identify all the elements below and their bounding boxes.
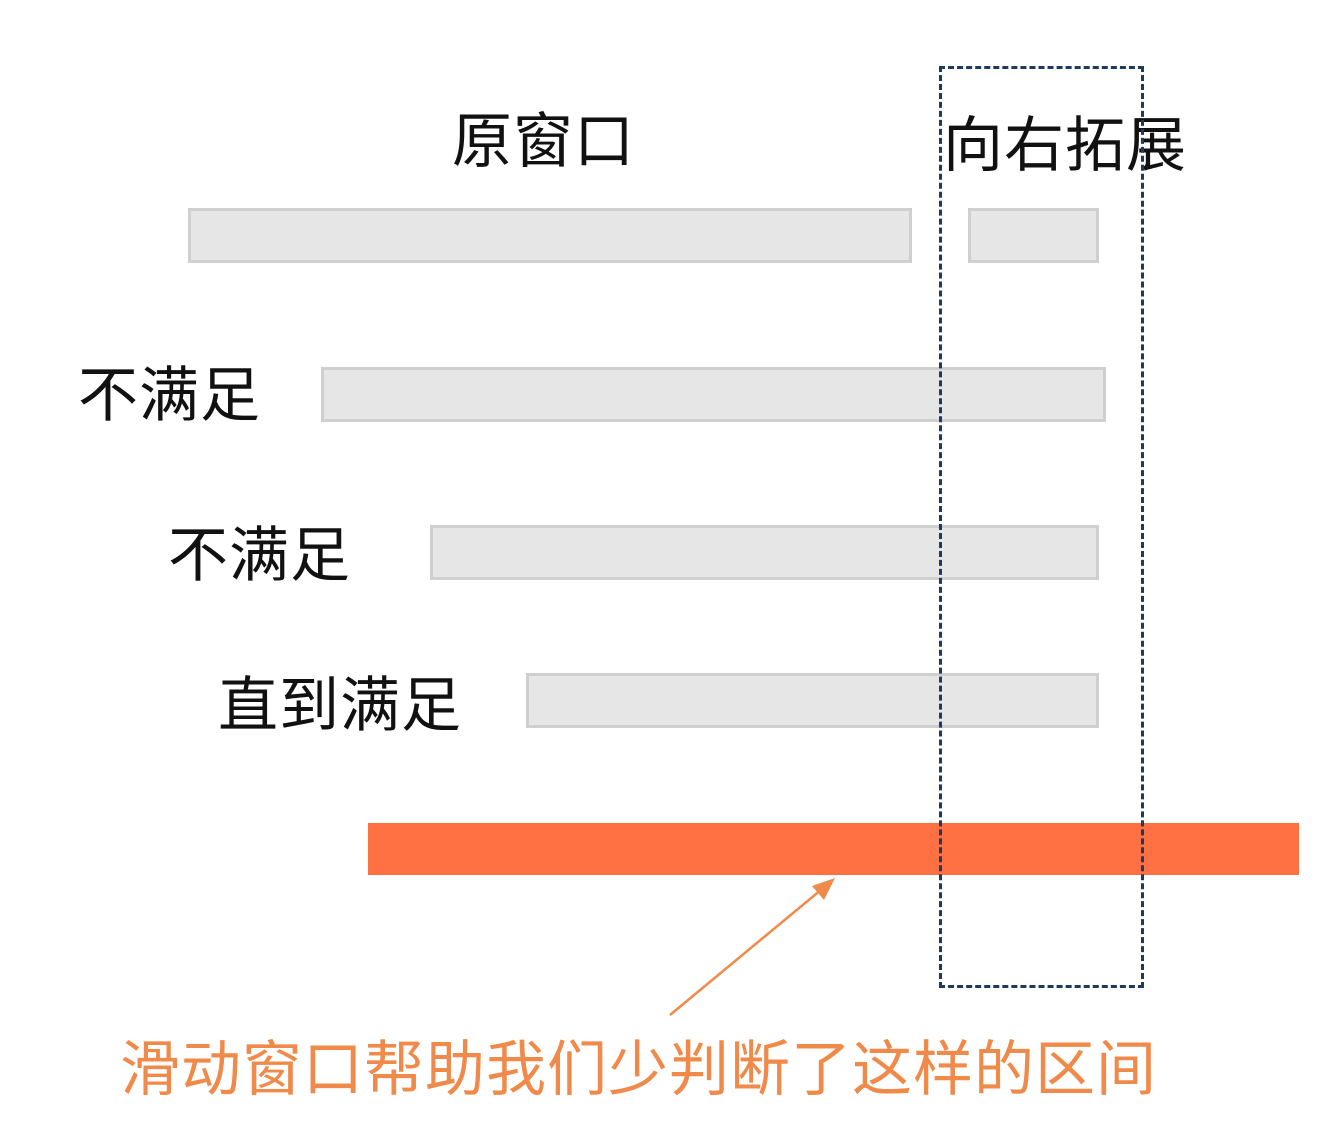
expansion-region-box [939, 66, 1144, 988]
row2-label: 不满足 [168, 521, 351, 591]
row3-bar [526, 673, 1099, 728]
original-window-label: 原窗口 [452, 107, 635, 177]
caption-text: 滑动窗口帮助我们少判断了这样的区间 [120, 1035, 1157, 1105]
row1-label: 不满足 [78, 361, 261, 431]
expansion-bar [968, 208, 1099, 263]
row1-bar [321, 367, 1106, 422]
row2-bar [430, 525, 1099, 580]
expand-right-label: 向右拓展 [943, 111, 1187, 181]
row3-label: 直到满足 [218, 671, 462, 741]
skipped-intervals-bar [368, 823, 1299, 875]
original-window-bar [188, 208, 912, 263]
